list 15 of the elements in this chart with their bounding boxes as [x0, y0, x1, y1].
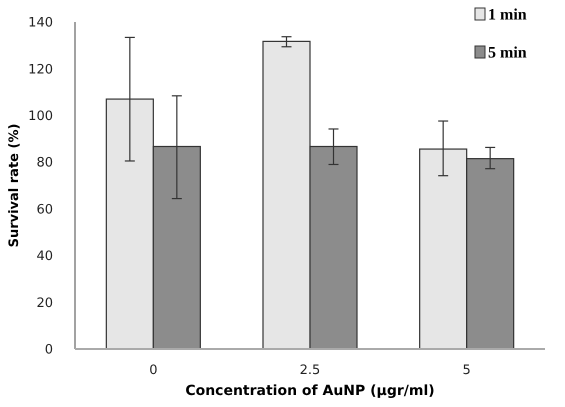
x-tick-label: 2.5	[300, 363, 320, 378]
x-axis-title: Concentration of AuNP (µgr/ml)	[185, 383, 435, 399]
legend-label: 1 min	[488, 6, 527, 24]
y-tick-label: 0	[44, 342, 53, 358]
y-tick-label: 20	[36, 296, 53, 311]
y-tick-label: 120	[28, 62, 53, 78]
y-tick-label: 40	[36, 249, 53, 264]
y-tick-label: 100	[28, 108, 53, 124]
x-tick-label: 5	[462, 363, 471, 378]
legend-label: 5 min	[488, 44, 527, 62]
y-axis-title: Survival rate (%)	[7, 124, 22, 248]
y-tick-label: 140	[28, 16, 53, 31]
x-tick-label: 0	[149, 363, 158, 378]
y-tick-label: 80	[36, 156, 53, 171]
y-tick-label: 60	[36, 202, 53, 218]
